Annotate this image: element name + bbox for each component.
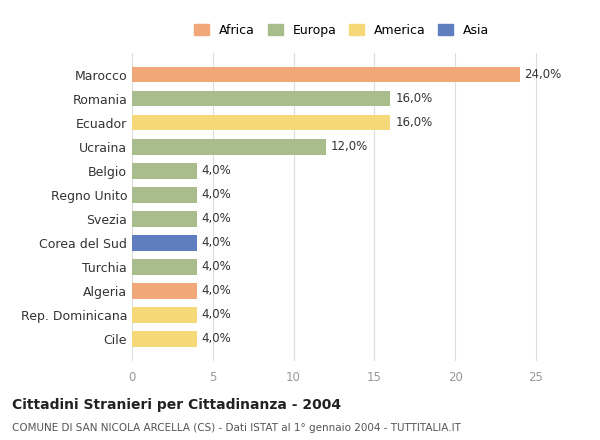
Text: 4,0%: 4,0%	[202, 308, 231, 322]
Bar	[132, 235, 197, 251]
Bar	[132, 307, 197, 323]
Bar	[132, 331, 197, 347]
Legend: Africa, Europa, America, Asia: Africa, Europa, America, Asia	[190, 19, 494, 42]
Text: 4,0%: 4,0%	[202, 284, 231, 297]
Text: 4,0%: 4,0%	[202, 164, 231, 177]
Text: COMUNE DI SAN NICOLA ARCELLA (CS) - Dati ISTAT al 1° gennaio 2004 - TUTTITALIA.I: COMUNE DI SAN NICOLA ARCELLA (CS) - Dati…	[12, 423, 461, 433]
Text: 4,0%: 4,0%	[202, 333, 231, 345]
Text: 12,0%: 12,0%	[331, 140, 368, 153]
Bar	[132, 115, 391, 131]
Text: 4,0%: 4,0%	[202, 236, 231, 249]
Bar	[132, 187, 197, 202]
Text: 4,0%: 4,0%	[202, 188, 231, 201]
Text: 4,0%: 4,0%	[202, 213, 231, 225]
Bar	[132, 283, 197, 299]
Bar	[132, 259, 197, 275]
Text: 16,0%: 16,0%	[395, 92, 433, 105]
Bar	[132, 211, 197, 227]
Text: 24,0%: 24,0%	[524, 68, 562, 81]
Bar	[132, 139, 326, 154]
Text: 16,0%: 16,0%	[395, 116, 433, 129]
Bar	[132, 163, 197, 179]
Text: 4,0%: 4,0%	[202, 260, 231, 273]
Bar	[132, 67, 520, 82]
Text: Cittadini Stranieri per Cittadinanza - 2004: Cittadini Stranieri per Cittadinanza - 2…	[12, 398, 341, 412]
Bar	[132, 91, 391, 106]
